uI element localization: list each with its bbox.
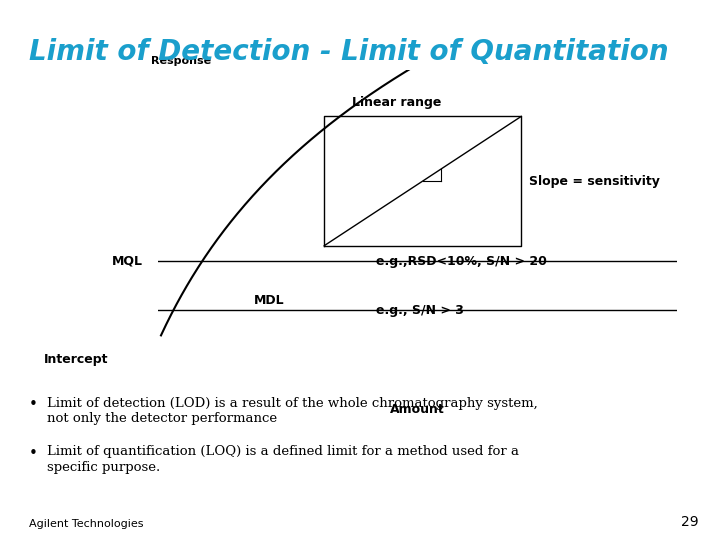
Text: •: • xyxy=(29,397,37,412)
Text: MDL: MDL xyxy=(254,294,285,307)
Text: Amount: Amount xyxy=(390,403,445,416)
Text: Response: Response xyxy=(150,56,211,65)
Text: Agilent Technologies: Agilent Technologies xyxy=(29,519,143,529)
Text: •: • xyxy=(29,446,37,461)
Text: e.g.,RSD<10%, S/N > 20: e.g.,RSD<10%, S/N > 20 xyxy=(376,254,547,267)
Text: e.g., S/N > 3: e.g., S/N > 3 xyxy=(376,304,464,317)
Text: Intercept: Intercept xyxy=(45,353,109,366)
Text: Limit of Detection - Limit of Quantitation: Limit of Detection - Limit of Quantitati… xyxy=(29,38,668,66)
Text: Linear range: Linear range xyxy=(352,96,441,109)
Text: 29: 29 xyxy=(681,515,698,529)
Text: Limit of detection (LOD) is a result of the whole chromatography system,
not onl: Limit of detection (LOD) is a result of … xyxy=(47,397,538,425)
Text: Limit of quantification (LOQ) is a defined limit for a method used for a
specifi: Limit of quantification (LOQ) is a defin… xyxy=(47,446,519,474)
Text: MQL: MQL xyxy=(112,254,143,267)
Text: Slope = sensitivity: Slope = sensitivity xyxy=(529,174,660,187)
